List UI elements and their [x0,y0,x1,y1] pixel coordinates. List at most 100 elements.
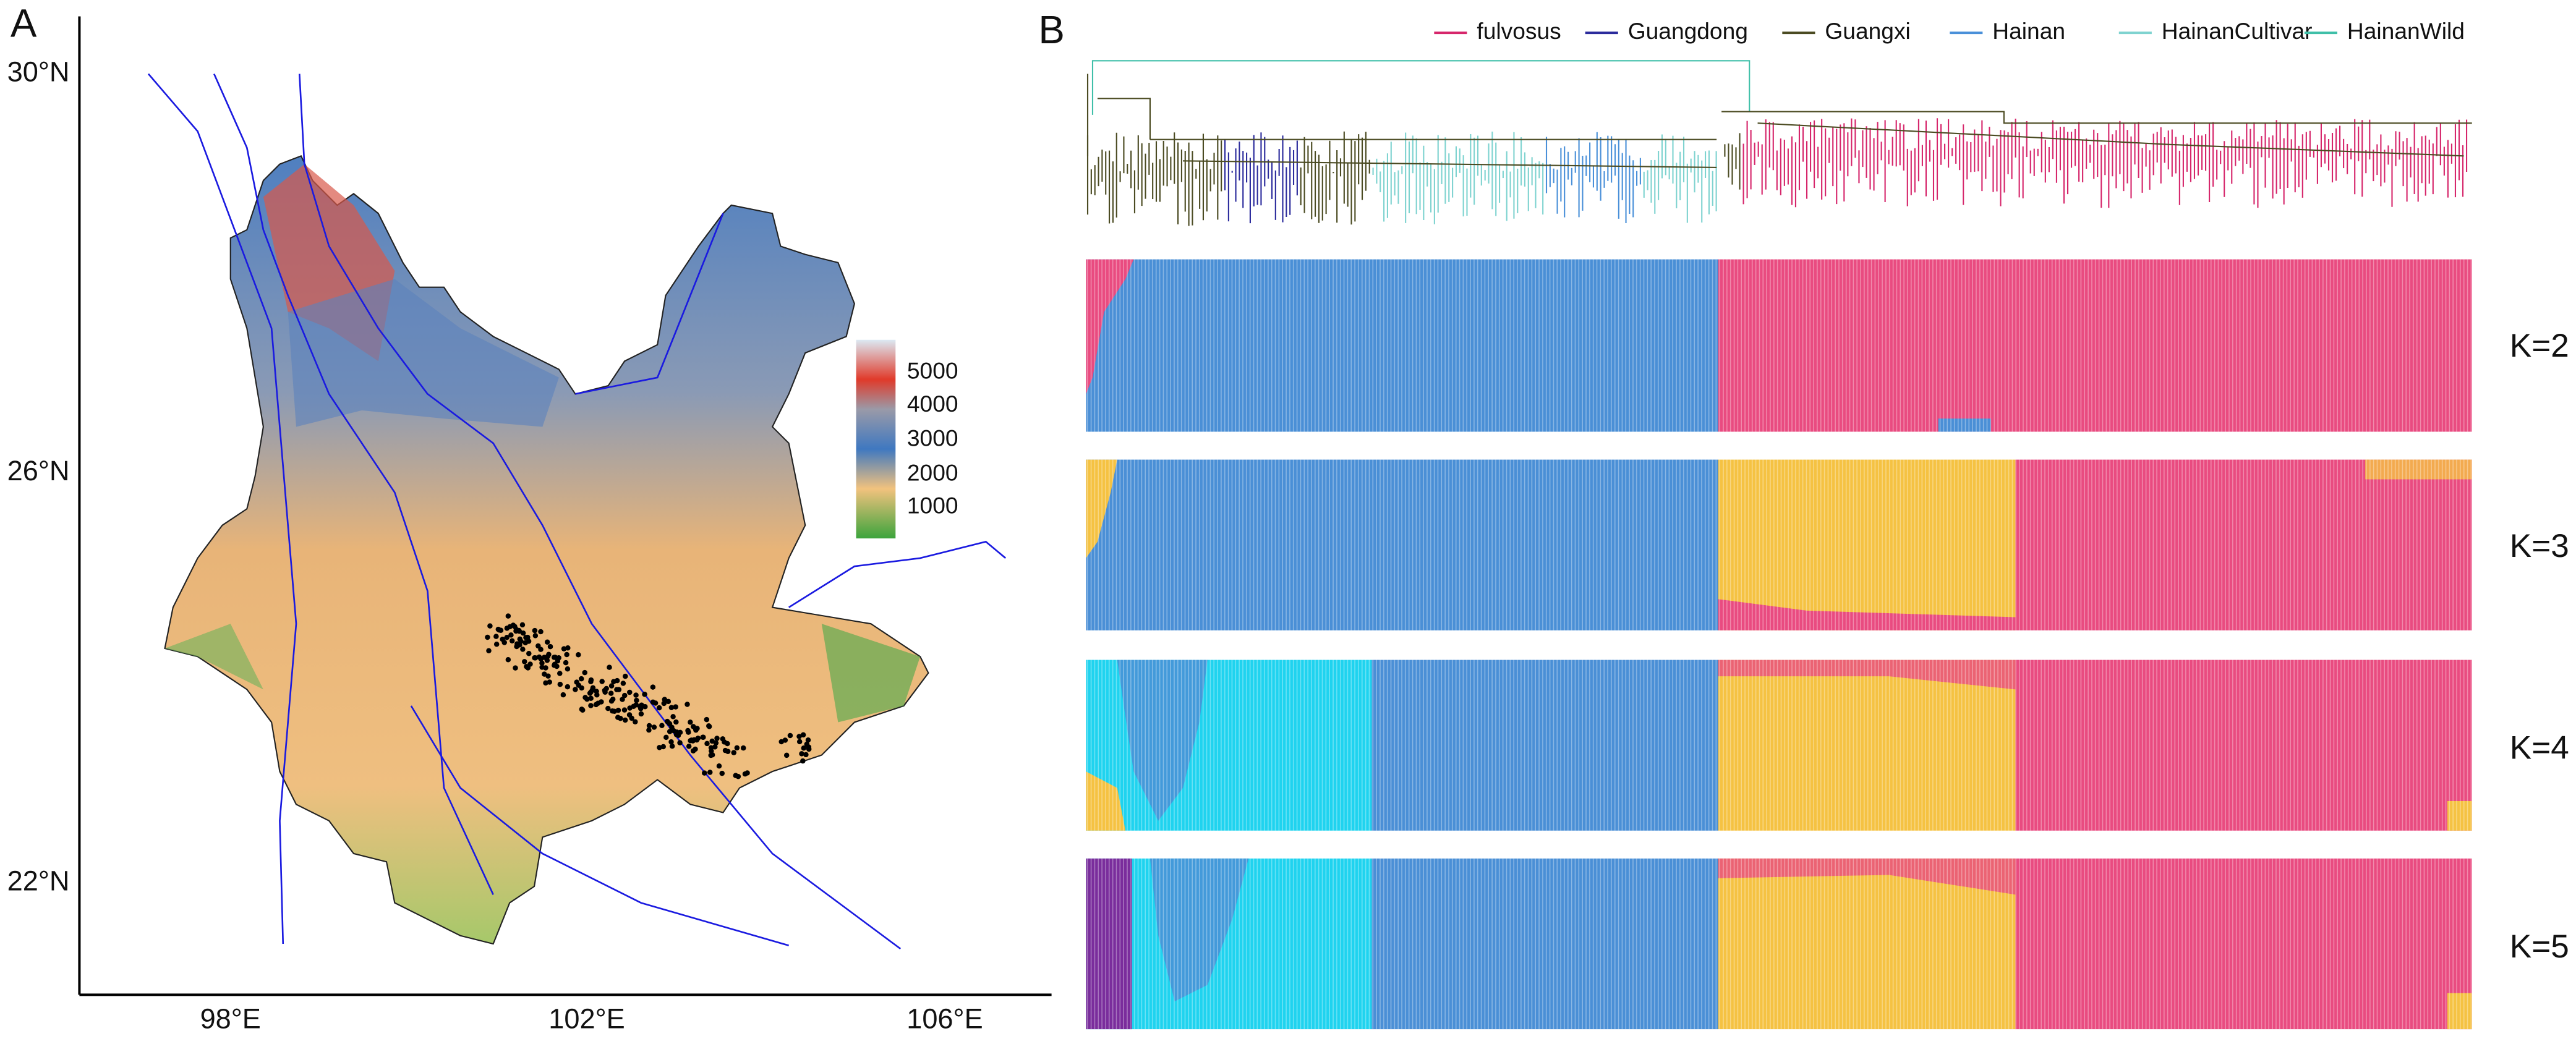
river [147,73,297,944]
k-label: K=2 [2510,328,2569,364]
legend-label: Guangxi [1825,18,1910,44]
sample-point [557,671,563,676]
sample-point [646,723,652,729]
sample-point [627,689,633,695]
sample-point [685,702,690,707]
sample-points [485,613,812,779]
sample-point [662,697,668,702]
x-tick-label: 102°E [548,1003,625,1035]
sample-point [564,651,569,658]
sample-point [578,676,584,682]
sample-point [722,739,727,745]
rivers [147,73,1007,950]
sample-point [608,683,615,689]
admixture-k4 [1086,660,2472,831]
branch [1091,60,1751,115]
x-tick-label: 98°E [200,1003,261,1035]
sample-point [527,661,533,667]
sample-point [520,647,526,652]
legend-label: HainanCultivar [2162,18,2313,44]
river [410,705,790,946]
x-tick-label: 106°E [906,1003,983,1035]
sample-point [639,702,644,708]
sample-point [799,751,804,757]
sample-point [517,642,522,648]
sample-point [651,724,657,730]
sample-point [686,744,692,749]
sample-point [538,629,544,635]
bar-separators [1086,660,2472,831]
admixture-k3 [1086,459,2472,630]
legend-label: Guangdong [1628,18,1748,44]
colorbar-label: 1000 [907,492,958,518]
legend-label: HainanWild [2347,18,2465,44]
sample-point [694,737,700,743]
sample-point [660,744,666,750]
sample-point [588,679,594,685]
sample-point [487,623,493,629]
k-label: K=5 [2510,928,2569,965]
sample-point [576,651,581,658]
sample-point [552,655,558,660]
sample-point [505,613,511,619]
branch [1721,111,2472,157]
legend-label: fulvosus [1477,18,1561,44]
colorbar [856,339,896,539]
sample-point [740,745,746,751]
sample-point [719,770,725,776]
sample-point [713,740,719,746]
sample-point [545,653,551,660]
colorbar-label: 5000 [907,358,958,384]
sample-point [673,704,678,710]
river [298,74,902,950]
sample-point [690,748,696,753]
sample-point [621,692,628,698]
sample-point [505,656,511,663]
sample-point [688,719,693,725]
sample-point [579,707,585,712]
sample-point [565,666,571,672]
sample-point [614,687,620,692]
sample-point [626,712,633,718]
sample-point [493,634,499,639]
sample-point [485,634,490,640]
sample-point [486,648,492,653]
sample-point [744,770,750,776]
sample-point [803,752,809,758]
sample-point [526,650,532,656]
sample-point [707,770,713,775]
sample-point [800,732,806,738]
k-label: K=4 [2510,730,2569,766]
sample-point [520,630,526,636]
sample-point [674,729,680,735]
sample-point [612,708,617,715]
sample-point [532,633,539,639]
sample-point [650,684,656,690]
sample-point [623,673,628,679]
y-tick-label: 30°N [7,56,70,87]
bar-separators [1086,459,2472,630]
sample-point [618,716,623,721]
sample-point [633,692,639,698]
sample-point [565,645,571,651]
river [213,73,494,895]
low-elevation [164,624,263,690]
sample-point [599,679,605,684]
sample-point [608,698,615,704]
sample-point [509,638,515,643]
sample-point [547,643,553,650]
sample-point [725,749,731,754]
sample-point [782,737,788,743]
sample-point [659,723,665,728]
sample-point [783,752,790,758]
sample-point [615,707,621,713]
sample-point [708,752,714,758]
k-label: K=3 [2510,528,2569,564]
sample-point [536,654,542,660]
sample-point [709,748,714,754]
sample-point [557,681,563,687]
sample-point [702,770,707,776]
sample-point [498,627,504,633]
sample-point [545,673,551,679]
